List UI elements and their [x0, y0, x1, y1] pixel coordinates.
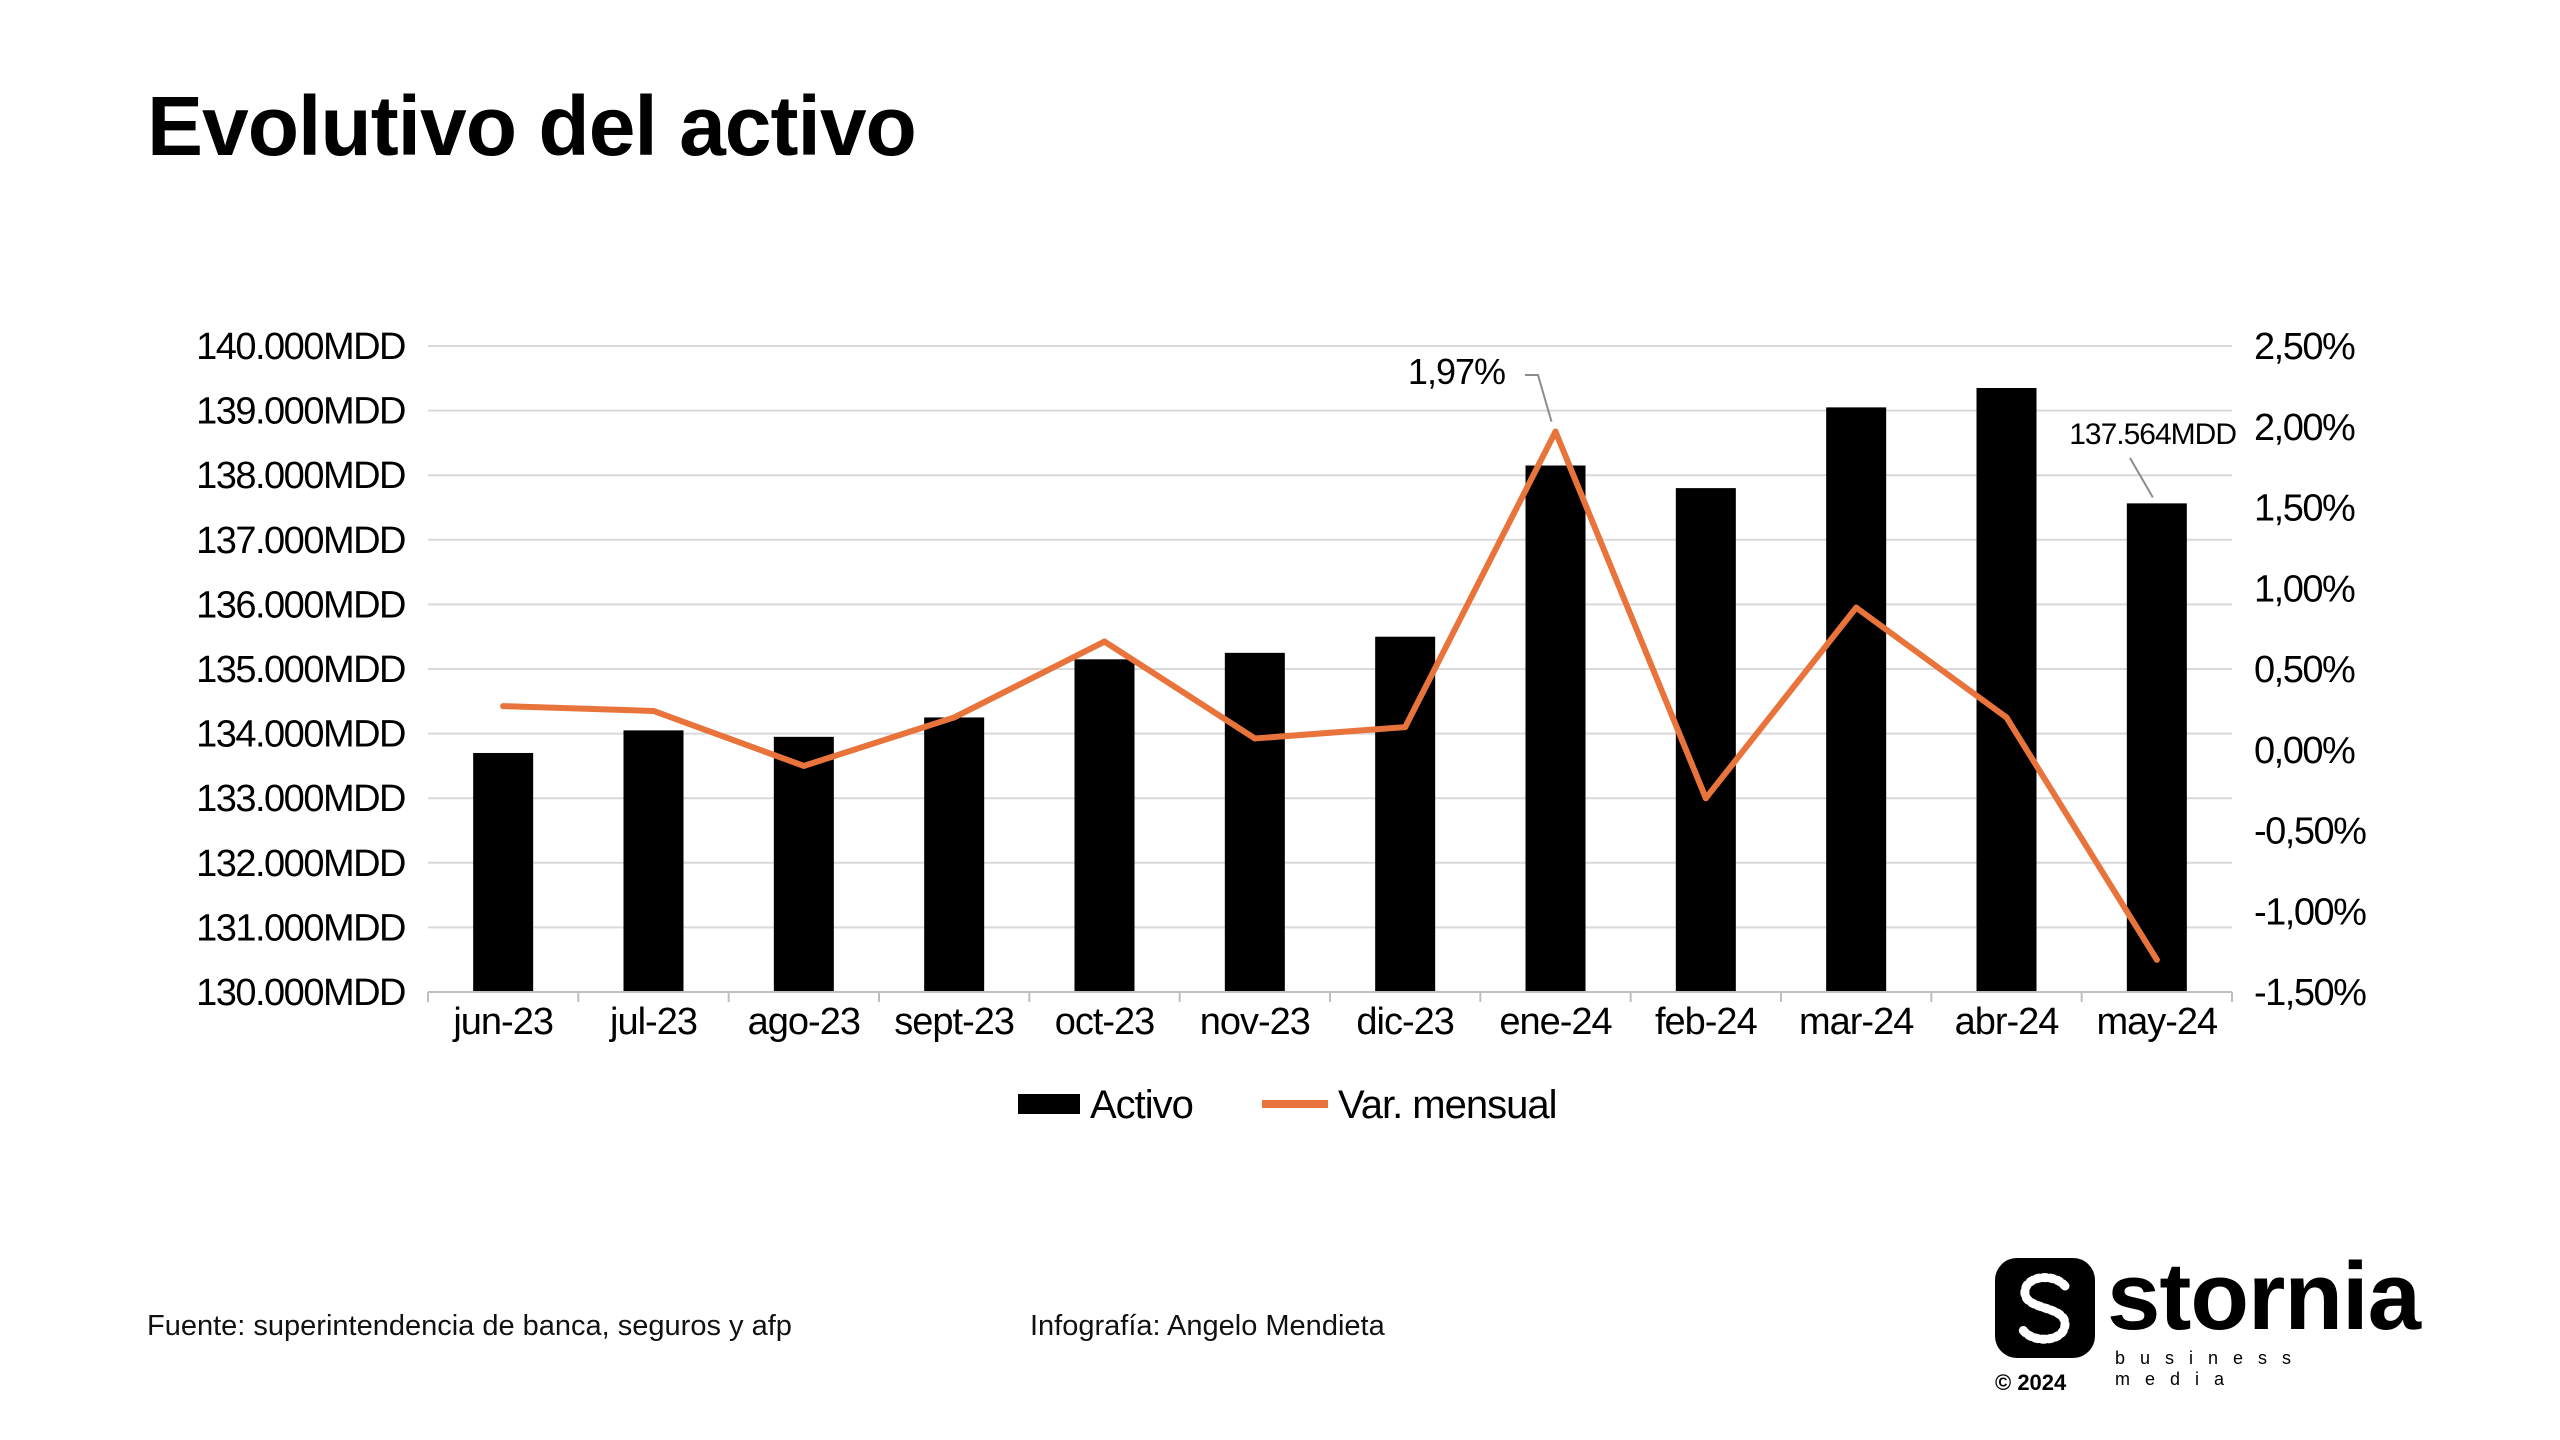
y-left-tick-label: 135.000MDD [196, 649, 405, 691]
y-right-tick-label: 0,00% [2254, 730, 2355, 772]
point-ene-24 [1552, 428, 1559, 435]
x-tick-label: feb-24 [1655, 1001, 1758, 1043]
y-right-tick-label: -1,00% [2254, 891, 2366, 933]
bar-mar-24 [1826, 407, 1887, 992]
x-tick-label: abr-24 [1955, 1001, 2060, 1043]
chart-title: Evolutivo del activo [147, 79, 917, 173]
y-right-tick-label: 1,50% [2254, 488, 2355, 530]
point-ago-23 [800, 762, 807, 769]
point-may-24 [2153, 956, 2160, 963]
brand-tagline: business media [2115, 1348, 2307, 1389]
y-left-tick-label: 133.000MDD [196, 778, 405, 820]
annotations: 1,97% 137.564MDD [1408, 351, 2237, 498]
y-right-tick-label: 0,50% [2254, 649, 2355, 691]
annotation-peak-leader [1525, 374, 1553, 422]
logo-s-glyph [2018, 1273, 2070, 1344]
y-right-tick-label: 1,00% [2254, 568, 2355, 610]
y-right-tick-label: -1,50% [2254, 972, 2366, 1014]
bar-jun-23 [473, 752, 534, 992]
point-nov-23 [1251, 735, 1258, 742]
point-feb-24 [1702, 795, 1709, 802]
y-left-tick-label: 138.000MDD [196, 455, 405, 497]
copyright: © 2024 [1995, 1370, 2067, 1395]
annotation-peak-label: 1,97% [1408, 351, 1505, 392]
bar-ago-23 [773, 736, 834, 992]
annotation-last-value: 137.564MDD [2069, 418, 2236, 451]
point-jul-23 [650, 707, 657, 714]
credit-note: Infografía: Angelo Mendieta [1030, 1310, 1385, 1342]
x-tick-label: jun-23 [452, 1001, 553, 1043]
bar-oct-23 [1074, 659, 1135, 992]
bar-series-activo [473, 387, 2187, 992]
brand-name: stornia [2107, 1243, 2421, 1350]
x-tick-label: oct-23 [1055, 1001, 1155, 1043]
y-left-tick-label: 130.000MDD [196, 972, 405, 1014]
bar-abr-24 [1976, 387, 2037, 992]
point-oct-23 [1101, 638, 1108, 645]
legend-label-activo: Activo [1090, 1083, 1193, 1127]
bar-sept-23 [924, 717, 985, 992]
y-left-tick-label: 136.000MDD [196, 584, 405, 626]
bar-jul-23 [623, 730, 684, 992]
bar-may-24 [2126, 503, 2187, 992]
bar-feb-24 [1675, 488, 1736, 992]
x-tick-label: ene-24 [1499, 1001, 1612, 1043]
point-jun-23 [500, 703, 507, 710]
logo-icon [1995, 1258, 2095, 1358]
x-tick-label: nov-23 [1200, 1001, 1310, 1043]
y-left-tick-label: 139.000MDD [196, 391, 405, 433]
y-right-tick-label: -0,50% [2254, 811, 2366, 853]
legend: Activo Var. mensual [1018, 1083, 1558, 1127]
x-tick-label: may-24 [2096, 1001, 2218, 1043]
line-var-mensual [500, 428, 2160, 963]
bar-ene-24 [1525, 465, 1586, 992]
y-left-tick-label: 134.000MDD [196, 714, 405, 756]
y-left-tick-label: 137.000MDD [196, 520, 405, 562]
brand-logo: stornia business media © 2024 [1995, 1243, 2435, 1398]
point-mar-24 [1853, 604, 1860, 611]
legend-swatch-activo [1018, 1094, 1080, 1114]
x-tick-label: mar-24 [1799, 1001, 1914, 1043]
y-left-tick-label: 132.000MDD [196, 843, 405, 885]
y-right-tick-label: 2,00% [2254, 407, 2355, 449]
y-left-tick-label: 131.000MDD [196, 907, 405, 949]
annotation-last-leader [2129, 457, 2154, 498]
y-right-tick-label: 2,50% [2254, 326, 2355, 368]
axes: 130.000MDD 131.000MDD 132.000MDD 133.000MDD… [196, 326, 2368, 1043]
line-series-var-mensual [500, 428, 2160, 963]
bar-dic-23 [1375, 636, 1436, 992]
legend-label-var-mensual: Var. mensual [1338, 1083, 1557, 1127]
point-sept-23 [951, 714, 958, 721]
y-left-tick-label: 140.000MDD [196, 326, 405, 368]
bar-nov-23 [1224, 652, 1285, 992]
x-tick-label: dic-23 [1356, 1001, 1454, 1043]
x-tick-label: jul-23 [609, 1001, 697, 1043]
source-note: Fuente: superintendencia de banca, segur… [147, 1310, 792, 1342]
point-dic-23 [1402, 724, 1409, 731]
point-abr-24 [2003, 714, 2010, 721]
gridlines [428, 345, 2232, 993]
x-tick-label: sept-23 [894, 1001, 1014, 1043]
x-tick-label: ago-23 [748, 1001, 860, 1043]
